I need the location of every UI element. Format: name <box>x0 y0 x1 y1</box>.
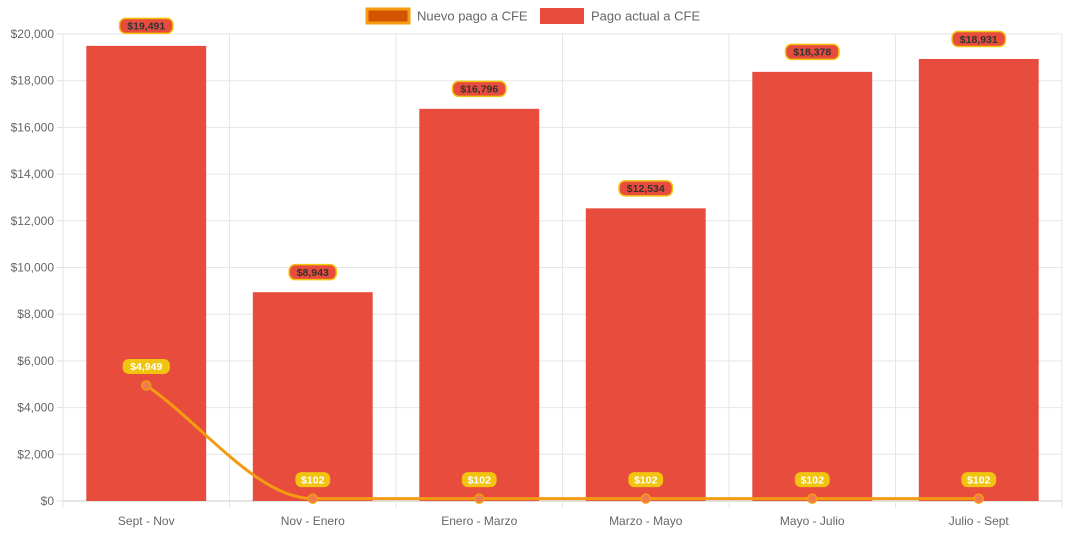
y-tick-label: $6,000 <box>17 354 54 368</box>
x-tick-label: Julio - Sept <box>949 514 1010 528</box>
bar-pago-actual[interactable] <box>419 108 540 501</box>
line-series-nuevo-pago <box>141 380 984 504</box>
y-tick-label: $18,000 <box>11 74 55 88</box>
bar-value-label-bg <box>118 17 174 35</box>
line-value-label: $102 <box>967 474 991 486</box>
bar-value-label: $16,796 <box>460 84 498 96</box>
y-tick-label: $2,000 <box>17 447 54 461</box>
x-tick-label: Mayo - Julio <box>780 514 845 528</box>
line-value-label-bg <box>122 358 170 374</box>
point-nuevo-pago[interactable] <box>807 493 818 504</box>
bar-value-label: $12,534 <box>627 183 665 195</box>
line-value-label: $102 <box>634 474 658 486</box>
bar-value-label-bg <box>288 263 338 281</box>
bar-value-label-bg <box>618 180 674 197</box>
bar-value-label: $8,943 <box>297 267 329 279</box>
y-tick-label: $4,000 <box>17 401 54 415</box>
y-tick-label: $0 <box>41 494 55 508</box>
bar-pago-actual[interactable] <box>585 208 706 501</box>
line-value-label-bg <box>461 472 497 488</box>
bar-value-label-bg <box>951 30 1007 48</box>
line-value-label-bg <box>961 472 997 488</box>
line-nuevo-pago <box>144 383 981 501</box>
legend-item-pago-actual[interactable]: Pago actual a CFE <box>540 8 700 24</box>
x-axis: Sept - Nov Nov - Enero Enero - Marzo Marzo … <box>118 514 1010 528</box>
line-value-label-bg <box>295 472 331 488</box>
x-tick-label: Enero - Marzo <box>441 514 517 528</box>
point-nuevo-pago[interactable] <box>141 380 152 391</box>
line-value-label: $102 <box>468 474 492 486</box>
bar-pago-actual[interactable] <box>252 292 373 501</box>
y-tick-label: $16,000 <box>11 120 55 134</box>
data-labels: $19,491 $8,943 $16,796 $12,534 $18,378 $18,93… <box>118 17 1007 488</box>
bar-pago-actual[interactable] <box>918 58 1039 501</box>
line-value-label-bg <box>794 472 830 488</box>
point-nuevo-pago[interactable] <box>307 493 318 504</box>
bar-pago-actual[interactable] <box>752 71 873 501</box>
x-tick-label: Marzo - Mayo <box>609 514 683 528</box>
legend: Nuevo pago a CFE Pago actual a CFE <box>365 7 700 25</box>
legend-swatch-nuevo-pago <box>365 7 411 25</box>
bar-value-label: $19,491 <box>127 21 165 33</box>
point-nuevo-pago[interactable] <box>973 493 984 504</box>
line-value-label: $4,949 <box>130 361 162 373</box>
bar-value-label: $18,931 <box>960 34 998 46</box>
legend-item-nuevo-pago[interactable]: Nuevo pago a CFE <box>365 7 528 25</box>
y-tick-label: $14,000 <box>11 167 55 181</box>
x-tick-label: Nov - Enero <box>281 514 345 528</box>
bar-value-label-bg <box>784 43 840 61</box>
bar-series-pago-actual <box>86 45 1039 501</box>
line-value-label-bg <box>628 472 664 488</box>
line-value-label: $102 <box>801 474 825 486</box>
point-nuevo-pago[interactable] <box>640 493 651 504</box>
legend-swatch-pago-actual <box>540 8 584 24</box>
bar-value-label-bg <box>451 80 507 98</box>
y-tick-label: $8,000 <box>17 307 54 321</box>
x-tick-label: Sept - Nov <box>118 514 175 528</box>
bar-value-label: $18,378 <box>793 47 831 59</box>
legend-label-pago-actual: Pago actual a CFE <box>591 9 700 24</box>
legend-label-nuevo-pago: Nuevo pago a CFE <box>417 9 528 24</box>
y-tick-label: $12,000 <box>11 214 55 228</box>
y-tick-label: $20,000 <box>11 27 55 41</box>
line-value-label: $102 <box>301 474 325 486</box>
bar-pago-actual[interactable] <box>86 45 207 501</box>
y-axis: $0 $2,000 $4,000 $6,000 $8,000 $10,000 $12,000… <box>11 27 63 508</box>
point-nuevo-pago[interactable] <box>474 493 485 504</box>
y-tick-label: $10,000 <box>11 261 55 275</box>
grid-lines <box>62 33 1063 508</box>
